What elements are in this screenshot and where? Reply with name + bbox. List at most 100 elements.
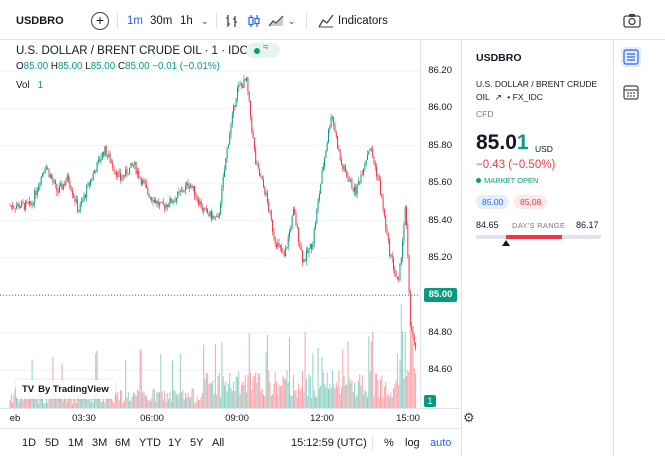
bar-chart-style-icon[interactable] bbox=[225, 14, 239, 28]
volume-bar bbox=[324, 383, 326, 408]
candle-body bbox=[330, 117, 332, 128]
chart-legend-title: U.S. DOLLAR / BRENT CRUDE OIL · 1 · IDC bbox=[16, 45, 248, 57]
candle-body bbox=[140, 178, 142, 185]
camera-snapshot-icon[interactable] bbox=[623, 13, 641, 28]
candle-body bbox=[146, 184, 147, 188]
volume-bar bbox=[294, 390, 296, 408]
volume-bar bbox=[390, 392, 392, 408]
candle-body bbox=[233, 105, 235, 114]
volume-bar bbox=[174, 390, 176, 408]
volume-bar bbox=[394, 384, 396, 408]
candle-body bbox=[121, 178, 123, 181]
clock-timezone-button[interactable]: 15:12:59 (UTC) bbox=[291, 437, 367, 449]
range-1y-button[interactable]: 1Y bbox=[168, 437, 182, 449]
candle-body bbox=[385, 215, 387, 230]
range-1m-button[interactable]: 1M bbox=[68, 437, 84, 449]
candle-body bbox=[51, 175, 53, 179]
volume-bar bbox=[38, 403, 40, 408]
candle-body bbox=[348, 180, 350, 182]
symbol-search-button[interactable]: USDBRO bbox=[16, 15, 64, 27]
candle-body bbox=[112, 163, 114, 168]
volume-bar bbox=[73, 392, 75, 408]
volume-bar bbox=[164, 391, 166, 408]
volume-bar bbox=[382, 396, 384, 408]
volume-bar bbox=[129, 401, 131, 408]
candle-body bbox=[65, 181, 67, 186]
range-1d-button[interactable]: 1D bbox=[22, 437, 37, 449]
volume-bar bbox=[400, 304, 402, 408]
interval-1h-button[interactable]: 1h bbox=[180, 15, 193, 27]
volume-bar bbox=[273, 384, 275, 408]
interval-dropdown-icon[interactable]: ⌄ bbox=[201, 16, 209, 26]
volume-bar bbox=[166, 393, 168, 408]
volume-bar bbox=[286, 370, 288, 408]
interval-30m-button[interactable]: 30m bbox=[150, 15, 173, 27]
candle-body bbox=[325, 150, 327, 158]
volume-bar bbox=[18, 401, 20, 408]
details-panel-button[interactable] bbox=[621, 47, 641, 67]
candle-body bbox=[400, 258, 402, 264]
candle-body bbox=[155, 199, 157, 204]
range-3m-button[interactable]: 3M bbox=[92, 437, 108, 449]
candle-body bbox=[87, 183, 89, 187]
indicators-button[interactable]: Indicators bbox=[338, 15, 388, 27]
volume-bar bbox=[130, 400, 132, 408]
open-label: O bbox=[16, 61, 24, 72]
time-axis[interactable]: eb 03:30 06:00 09:00 12:00 15:00 bbox=[0, 408, 460, 428]
volume-bar bbox=[239, 393, 241, 408]
candle-body bbox=[317, 200, 319, 210]
external-link-icon[interactable]: ↗ bbox=[494, 92, 502, 102]
price-axis[interactable]: 86.20 86.00 85.80 85.60 85.40 85.20 85.00 84.80… bbox=[420, 40, 460, 408]
volume-bar bbox=[217, 375, 219, 408]
candle-body bbox=[16, 206, 17, 209]
indicators-icon[interactable] bbox=[318, 14, 334, 28]
volume-bar bbox=[334, 388, 336, 408]
volume-bar bbox=[240, 384, 242, 408]
candle-body bbox=[86, 186, 88, 198]
candle-body bbox=[322, 166, 324, 171]
volume-bar bbox=[116, 395, 118, 408]
volume-bar bbox=[333, 384, 335, 408]
volume-bar bbox=[168, 399, 170, 408]
tradingview-logo[interactable]: TV By TradingView bbox=[16, 380, 115, 399]
percent-scale-button[interactable]: % bbox=[384, 437, 394, 449]
volume-bar bbox=[175, 393, 177, 408]
range-all-button[interactable]: All bbox=[212, 437, 225, 449]
candle-body bbox=[168, 205, 170, 207]
candle-body bbox=[259, 168, 261, 176]
volume-bar bbox=[251, 390, 253, 408]
volume-bar bbox=[238, 371, 240, 408]
price-tick-label: 85.60 bbox=[428, 177, 452, 189]
volume-bar bbox=[216, 395, 218, 408]
candle-body bbox=[239, 84, 241, 86]
candle-body bbox=[78, 211, 80, 213]
chart-style-dropdown-icon[interactable]: ⌄ bbox=[288, 16, 296, 26]
area-chart-style-icon[interactable] bbox=[268, 14, 284, 28]
log-scale-button[interactable]: log bbox=[405, 437, 420, 449]
range-ytd-button[interactable]: YTD bbox=[139, 437, 161, 449]
panel-exchange[interactable]: FX_IDC bbox=[512, 92, 543, 102]
candle-chart-style-icon[interactable] bbox=[247, 14, 261, 28]
calendar-panel-button[interactable] bbox=[621, 82, 641, 102]
volume-bar bbox=[407, 369, 409, 408]
compare-symbol-button[interactable]: + bbox=[91, 12, 109, 30]
candle-body bbox=[162, 202, 164, 205]
candle-body bbox=[365, 159, 367, 164]
volume-bar bbox=[71, 403, 73, 408]
volume-bar bbox=[355, 396, 357, 408]
volume-bar bbox=[27, 391, 29, 408]
range-5d-button[interactable]: 5D bbox=[45, 437, 60, 449]
candle-body bbox=[237, 87, 238, 99]
auto-scale-button[interactable]: auto bbox=[430, 437, 452, 449]
range-5y-button[interactable]: 5Y bbox=[190, 437, 204, 449]
volume-bar bbox=[104, 402, 106, 408]
candle-body bbox=[96, 162, 98, 173]
volume-bar bbox=[35, 399, 37, 408]
candle-body bbox=[260, 175, 262, 178]
range-6m-button[interactable]: 6M bbox=[115, 437, 131, 449]
settings-gear-icon[interactable]: ⚙ bbox=[463, 410, 475, 425]
candle-body bbox=[389, 240, 391, 256]
candle-body bbox=[52, 178, 54, 182]
interval-1m-button[interactable]: 1m bbox=[127, 15, 143, 27]
volume-bar bbox=[279, 386, 281, 408]
